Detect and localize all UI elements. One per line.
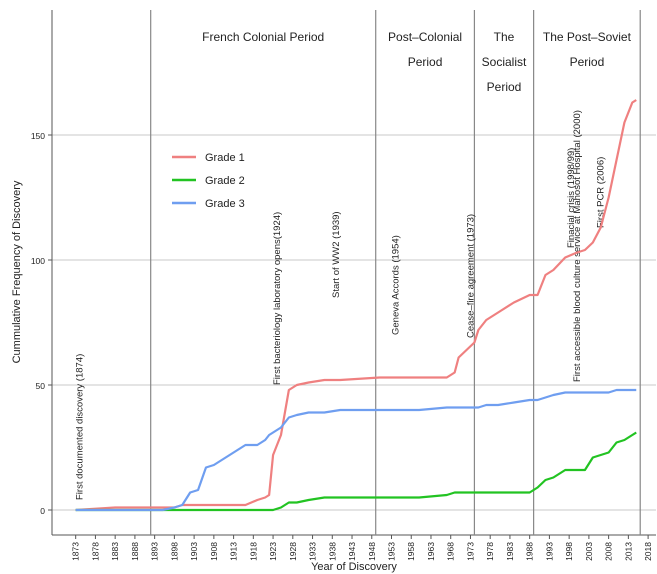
y-axis-label: Cummulative Frequency of Discovery bbox=[11, 180, 23, 363]
x-tick-label: 1968 bbox=[446, 542, 456, 561]
x-tick-label: 1913 bbox=[229, 542, 239, 561]
x-tick-label: 1993 bbox=[544, 542, 554, 561]
period-label: Period bbox=[408, 55, 443, 69]
x-tick-label: 1888 bbox=[130, 542, 140, 561]
legend: Grade 1 Grade 2 Grade 3 bbox=[172, 152, 245, 210]
series-line bbox=[75, 431, 637, 512]
x-tick-label: 1898 bbox=[169, 542, 179, 561]
x-tick-label: 1903 bbox=[189, 542, 199, 561]
x-tick-label: 1943 bbox=[347, 542, 357, 561]
x-tick-label: 1923 bbox=[268, 542, 278, 561]
x-axis-label: Year of Discovery bbox=[311, 561, 397, 573]
y-tick-label: 0 bbox=[40, 506, 45, 516]
annotation: Geneva Accords (1954) bbox=[390, 235, 401, 335]
series-line bbox=[75, 99, 637, 512]
x-tick-label: 1918 bbox=[248, 542, 258, 561]
x-tick-label: 2013 bbox=[623, 542, 633, 561]
y-tick-label: 150 bbox=[31, 131, 45, 141]
x-tick-label: 1933 bbox=[308, 542, 318, 561]
x-tick-label: 1998 bbox=[564, 542, 574, 561]
x-tick-label: 2018 bbox=[643, 542, 653, 561]
x-tick-label: 2008 bbox=[604, 542, 614, 561]
x-tick-label: 1978 bbox=[485, 542, 495, 561]
y-tick-label: 100 bbox=[31, 256, 45, 266]
x-tick-label: 1908 bbox=[209, 542, 219, 561]
annotation: First accessible blood culture service a… bbox=[572, 110, 583, 382]
y-tick-label: 50 bbox=[36, 381, 46, 391]
x-tick-label: 2003 bbox=[584, 542, 594, 561]
x-tick-label: 1963 bbox=[426, 542, 436, 561]
x-tick-label: 1953 bbox=[387, 542, 397, 561]
x-tick-label: 1883 bbox=[110, 542, 120, 561]
x-tick-label: 1928 bbox=[288, 542, 298, 561]
annotation: Start of WW2 (1939) bbox=[331, 211, 342, 298]
period-label: The Post–Soviet bbox=[543, 30, 632, 44]
period-label: Socialist bbox=[482, 55, 527, 69]
x-tick-label: 1893 bbox=[150, 542, 160, 561]
annotation: First documented discovery (1874) bbox=[75, 354, 86, 500]
x-tick-label: 1983 bbox=[505, 542, 515, 561]
period-label: Period bbox=[487, 80, 522, 94]
period-label: Post–Colonial bbox=[388, 30, 462, 44]
annotation: Cease–fire agreement (1973) bbox=[465, 214, 476, 338]
x-tick-label: 1878 bbox=[90, 542, 100, 561]
x-tick-label: 1873 bbox=[71, 542, 81, 561]
legend-label: Grade 1 bbox=[205, 152, 245, 164]
period-label: Period bbox=[570, 55, 605, 69]
x-tick-label: 1948 bbox=[367, 542, 377, 561]
x-tick-label: 1938 bbox=[327, 542, 337, 561]
period-label: The bbox=[494, 30, 515, 44]
series-line bbox=[75, 388, 637, 512]
legend-label: Grade 3 bbox=[205, 198, 245, 210]
annotation: Finacial crisis (1998/99) bbox=[566, 148, 577, 248]
x-tick-label: 1973 bbox=[465, 542, 475, 561]
x-tick-label: 1958 bbox=[406, 542, 416, 561]
annotation: First bacteriology laboratory opens(1924… bbox=[272, 212, 283, 385]
annotation: First PCR (2006) bbox=[596, 157, 607, 228]
period-label: French Colonial Period bbox=[202, 30, 324, 44]
x-tick-label: 1988 bbox=[525, 542, 535, 561]
legend-label: Grade 2 bbox=[205, 175, 245, 187]
